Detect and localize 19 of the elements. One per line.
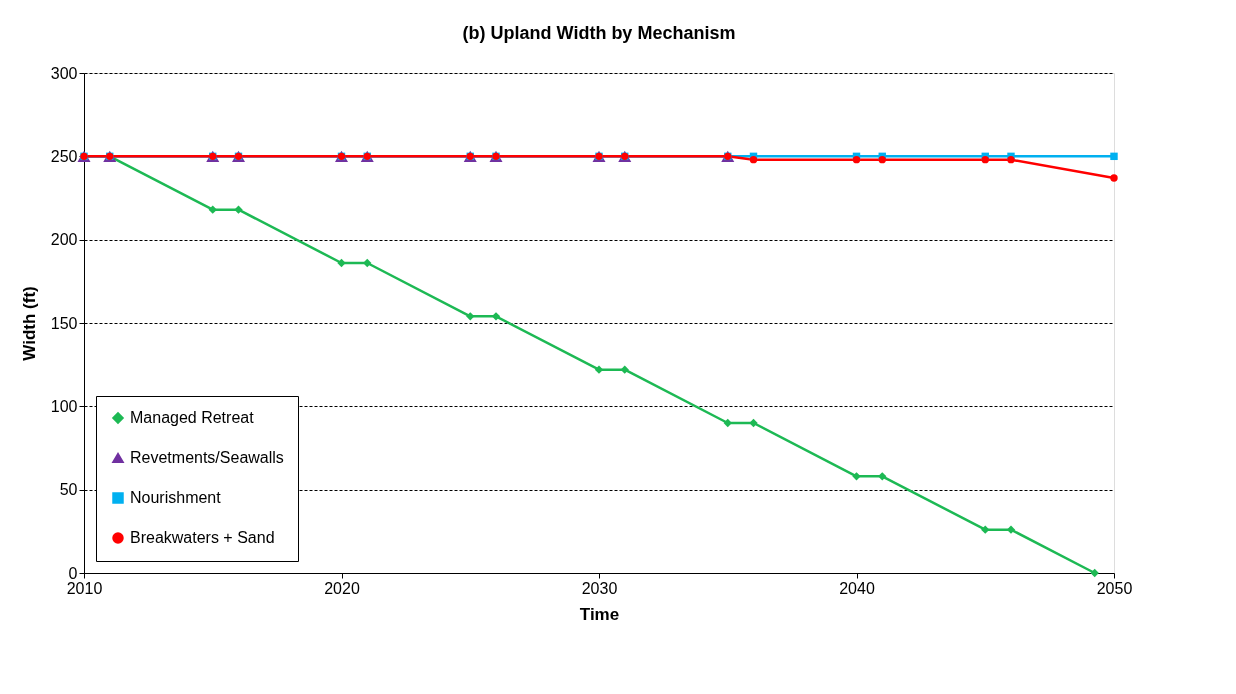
x-tick-label: 2020 [324, 579, 360, 597]
legend-label: Breakwaters + Sand [130, 529, 275, 546]
chart-title: (b) Upland Width by Mechanism [462, 23, 736, 43]
x-tick-label: 2040 [839, 579, 875, 597]
y-tick-label: 300 [50, 64, 78, 82]
x-axis-title: Time [579, 604, 620, 624]
x-tick-label: 2030 [581, 579, 618, 597]
y-tick-label: 50 [59, 481, 78, 499]
legend-label: Nourishment [130, 489, 222, 506]
y-tick-label: 150 [50, 314, 78, 332]
x-tick-label: 2010 [66, 579, 103, 597]
y-tick-label: 250 [50, 147, 78, 165]
x-tick-label: 2050 [1096, 579, 1133, 597]
y-tick-label: 100 [50, 397, 78, 415]
legend-label: Managed Retreat [130, 409, 255, 426]
y-tick-label: 0 [68, 564, 78, 582]
legend-label: Revetments/Seawalls [130, 449, 284, 466]
y-axis-title: Width (ft) [19, 286, 39, 361]
y-tick-label: 200 [50, 231, 78, 249]
